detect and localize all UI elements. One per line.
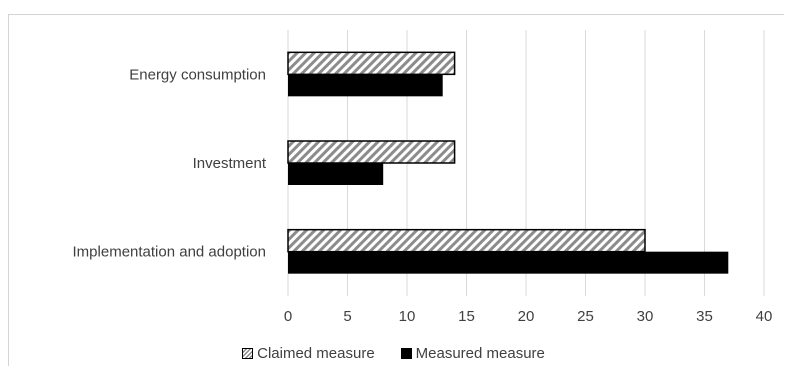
bar-claimed-measure: [287, 228, 646, 253]
bar-measured-measure: [288, 163, 384, 185]
x-tick-label: 35: [696, 308, 713, 325]
x-tick-label: 0: [284, 308, 292, 325]
legend-item-measured: Measured measure: [400, 344, 545, 362]
x-tick-label: 30: [637, 308, 654, 325]
bar-claimed-measure: [287, 140, 456, 164]
legend-label-claimed: Claimed measure: [257, 344, 375, 362]
category-label: Energy consumption: [129, 66, 266, 83]
bar-measured-measure: [288, 251, 729, 274]
x-tick-label: 5: [343, 308, 351, 325]
category-label: Investment: [193, 155, 267, 172]
category-label: Implementation and adoption: [73, 244, 266, 261]
bar-chart: Energy consumption Investment Implementati…: [73, 30, 773, 325]
legend-item-claimed: Claimed measure: [242, 345, 375, 362]
legend-label-measured: Measured measure: [415, 344, 545, 362]
category-labels: Energy consumption Investment Implementati…: [73, 66, 267, 260]
x-tick-label: 20: [518, 308, 535, 325]
x-tick-label: 15: [458, 308, 475, 325]
bar-measured-measure: [288, 74, 443, 97]
chart-frame: [8, 14, 784, 366]
x-tick-label: 10: [399, 308, 416, 325]
x-tick-label: 40: [756, 308, 773, 325]
legend-swatch-hatched: [242, 347, 254, 359]
x-tick-labels: 0 5 10 15 20 25 30 35 40: [284, 308, 773, 325]
bar-claimed-measure: [287, 51, 456, 76]
bars: [287, 51, 729, 274]
x-tick-label: 25: [577, 308, 594, 325]
legend-swatch-solid: [400, 347, 412, 359]
legend: Claimed measure Measured measure: [0, 342, 787, 364]
